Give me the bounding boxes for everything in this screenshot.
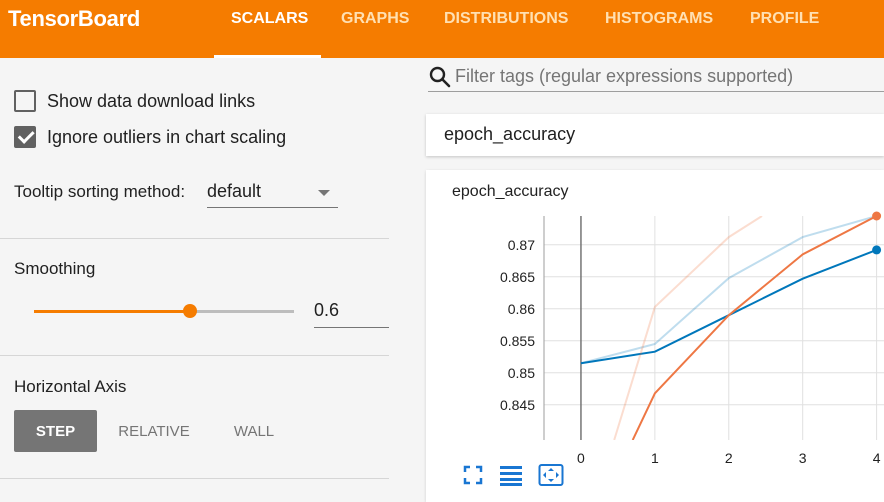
tag-group-title: epoch_accuracy (444, 124, 576, 144)
y-tick-label: 0.85 (508, 365, 535, 381)
search-icon (429, 66, 451, 88)
show-download-links-label: Show data download links (47, 90, 256, 111)
ignore-outliers-checkbox[interactable] (14, 126, 36, 148)
app-brand: TensorBoard (8, 6, 140, 31)
sidebar: Show data download links Ignore outliers… (0, 58, 409, 502)
series-endpoint (872, 211, 882, 221)
smoothing-label: Smoothing (14, 259, 96, 278)
tab-distributions[interactable]: DISTRIBUTIONS (444, 10, 569, 27)
y-tick-label: 0.845 (500, 397, 535, 413)
tooltip-sorting-label: Tooltip sorting method: (14, 182, 186, 201)
horizontal-axis-label: Horizontal Axis (14, 377, 127, 396)
expand-icon[interactable] (538, 462, 564, 488)
top-app-bar: TensorBoard SCALARS GRAPHS DISTRIBUTIONS… (0, 0, 884, 58)
x-tick-label: 0 (577, 450, 585, 466)
smoothing-slider-fill (34, 310, 190, 313)
smoothing-value: 0.6 (314, 300, 340, 320)
main-panel: Filter tags (regular expressions support… (409, 58, 884, 502)
show-download-links-row[interactable]: Show data download links (14, 90, 255, 112)
tab-histograms[interactable]: HISTOGRAMS (605, 10, 714, 27)
filter-tags-search[interactable]: Filter tags (regular expressions support… (428, 62, 884, 92)
smoothing-input[interactable]: 0.6 (314, 298, 389, 328)
line-chart[interactable]: 0 1 2 3 4 0.845 0.85 0.855 0.86 0.865 0.87 (426, 170, 884, 502)
y-tick-label: 0.87 (508, 237, 535, 253)
y-tick-label: 0.855 (500, 333, 535, 349)
divider (0, 355, 389, 356)
tooltip-sorting-value: default (207, 181, 262, 201)
ignore-outliers-label: Ignore outliers in chart scaling (47, 126, 287, 147)
chart-title: epoch_accuracy (452, 183, 569, 200)
smoothing-slider-thumb[interactable] (183, 304, 197, 318)
tag-group-header[interactable]: epoch_accuracy (426, 114, 884, 156)
ignore-outliers-row[interactable]: Ignore outliers in chart scaling (14, 126, 286, 148)
tooltip-sorting-select[interactable]: default (207, 178, 338, 208)
x-tick-label: 1 (651, 450, 659, 466)
divider (0, 238, 389, 239)
show-download-links-checkbox[interactable] (14, 90, 36, 112)
fit-domain-icon[interactable] (460, 462, 486, 488)
axis-wall-button[interactable]: WALL (233, 422, 275, 440)
series-line (631, 216, 878, 440)
smoothing-slider[interactable] (34, 304, 294, 318)
y-tick-label: 0.865 (500, 269, 535, 285)
x-tick-label: 2 (725, 450, 733, 466)
chevron-down-icon (318, 190, 330, 196)
x-tick-label: 4 (873, 450, 881, 466)
series-line (580, 216, 877, 365)
tab-graphs[interactable]: GRAPHS (341, 10, 410, 27)
active-tab-indicator (214, 55, 321, 58)
series-endpoint (872, 245, 882, 255)
toggle-log-icon[interactable] (498, 462, 524, 488)
series-line (613, 216, 763, 440)
tab-scalars[interactable]: SCALARS (231, 10, 309, 27)
divider (0, 478, 389, 479)
axis-relative-button[interactable]: RELATIVE (118, 422, 190, 440)
chart-card: epoch_accuracy 0 1 2 3 4 0.845 0.85 0.855 0.86 0.… (426, 170, 884, 502)
y-tick-label: 0.86 (508, 301, 535, 317)
x-tick-label: 3 (799, 450, 807, 466)
axis-step-button[interactable]: STEP (14, 410, 97, 452)
tab-profile[interactable]: PROFILE (750, 10, 820, 27)
search-input[interactable]: Filter tags (regular expressions support… (455, 66, 794, 86)
